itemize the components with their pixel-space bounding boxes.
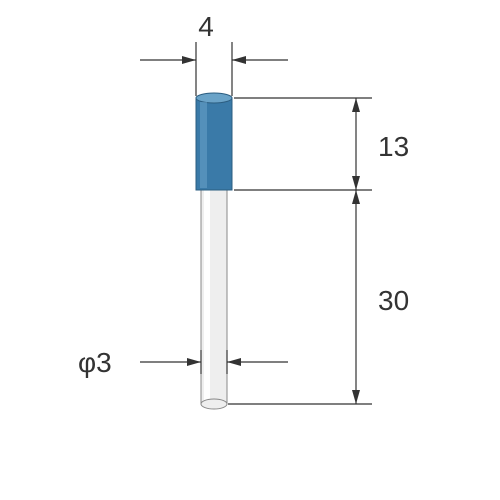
shank bbox=[201, 190, 227, 409]
dimension-value: 30 bbox=[378, 285, 409, 316]
grinding-head bbox=[196, 93, 232, 190]
dimension-value: 4 bbox=[198, 11, 214, 42]
dimension-value: φ3 bbox=[78, 347, 112, 378]
dimension-drawing: 4 13 30 φ3 bbox=[0, 0, 500, 500]
dimension-value: 13 bbox=[378, 131, 409, 162]
